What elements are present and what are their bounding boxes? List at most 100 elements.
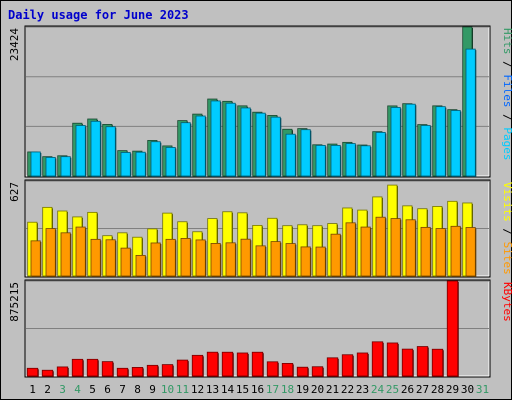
panel-legend: KBytes — [501, 282, 512, 322]
bar-kbytes-day-11 — [176, 359, 189, 377]
bar-sites-day-24 — [375, 216, 386, 277]
bar-sites-day-14 — [225, 242, 236, 277]
legend-entry: / — [501, 222, 512, 242]
bar-files-day-22 — [345, 143, 356, 177]
bar-kbytes-day-14 — [221, 351, 234, 377]
bar-kbytes-day-21 — [326, 357, 339, 377]
bar-sites-day-2 — [45, 228, 56, 277]
bar-files-day-3 — [60, 156, 71, 177]
legend-entry: Sites — [501, 242, 512, 275]
day-label: 27 — [416, 383, 429, 396]
bar-files-day-23 — [360, 145, 371, 177]
day-label: 26 — [401, 383, 414, 396]
day-label: 12 — [191, 383, 204, 396]
bar-sites-day-9 — [150, 242, 161, 277]
panel-legend: Hits / Files / Pages — [501, 28, 512, 161]
legend-entry: Files — [501, 74, 512, 107]
bar-files-day-14 — [225, 102, 236, 177]
bar-kbytes-day-23 — [356, 352, 369, 377]
day-label: 16 — [251, 383, 264, 396]
bar-sites-day-12 — [195, 239, 206, 277]
bar-files-day-15 — [240, 107, 251, 177]
day-label: 1 — [29, 383, 36, 396]
day-label: 14 — [221, 383, 235, 396]
bar-sites-day-25 — [390, 218, 401, 277]
bar-files-day-24 — [375, 132, 386, 177]
day-label: 25 — [386, 383, 399, 396]
day-label: 30 — [461, 383, 474, 396]
bar-sites-day-7 — [120, 247, 131, 277]
bar-kbytes-day-18 — [281, 362, 294, 377]
panel-visits-sites: 627 Visits / Sites — [8, 179, 512, 278]
bar-files-day-12 — [195, 115, 206, 177]
bar-kbytes-day-7 — [116, 367, 129, 377]
day-axis: 1 2 3 4 5 6 7 8 9 10 11 12 13 14 15 16 17 18 19 20 21 22 23 24 2… — [29, 383, 489, 396]
bar-sites-day-28 — [435, 228, 446, 277]
bar-files-day-21 — [330, 145, 341, 177]
bar-kbytes-day-1 — [26, 367, 39, 377]
bar-kbytes-day-4 — [71, 358, 84, 377]
bar-sites-day-26 — [405, 219, 416, 277]
bar-kbytes-day-19 — [296, 366, 309, 377]
chart-panels: 23424 Hits / Files / Pages 627 Visits / Sit… — [8, 25, 512, 378]
bar-sites-day-1 — [30, 240, 41, 277]
bar-files-day-1 — [30, 151, 41, 177]
bar-sites-day-10 — [165, 238, 176, 277]
bar-files-day-20 — [315, 145, 326, 177]
bar-files-day-6 — [105, 126, 116, 177]
panel-kbytes: 875215 KBytes — [8, 279, 512, 378]
bar-sites-day-18 — [285, 243, 296, 277]
bar-kbytes-day-28 — [431, 348, 444, 377]
day-label: 7 — [119, 383, 126, 396]
day-label: 22 — [341, 383, 354, 396]
bar-sites-day-19 — [300, 246, 311, 277]
bar-kbytes-day-20 — [311, 366, 324, 377]
bar-files-day-26 — [405, 103, 416, 177]
bar-kbytes-day-17 — [266, 361, 279, 377]
bar-sites-day-16 — [255, 245, 266, 277]
bar-sites-day-23 — [360, 226, 371, 277]
bar-files-day-18 — [285, 133, 296, 177]
bar-sites-day-3 — [60, 232, 71, 277]
day-label: 19 — [296, 383, 309, 396]
bar-sites-day-5 — [90, 238, 101, 277]
day-label: 2 — [44, 383, 51, 396]
bar-sites-day-4 — [75, 226, 86, 277]
day-label: 4 — [74, 383, 81, 396]
bar-sites-day-17 — [270, 241, 281, 277]
day-label: 29 — [446, 383, 459, 396]
panel-max-label: 23424 — [8, 28, 21, 61]
day-label: 8 — [134, 383, 141, 396]
bar-files-day-30 — [465, 48, 476, 177]
bar-files-day-7 — [120, 152, 131, 177]
bar-sites-day-30 — [465, 227, 476, 277]
bar-files-day-29 — [450, 110, 461, 177]
bar-sites-day-20 — [315, 246, 326, 277]
legend-entry: / — [501, 108, 512, 128]
bar-kbytes-day-16 — [251, 351, 264, 377]
panel-max-label: 627 — [8, 182, 21, 202]
bar-sites-day-29 — [450, 225, 461, 277]
day-label: 23 — [356, 383, 369, 396]
bar-sites-day-21 — [330, 233, 341, 277]
legend-entry: Hits — [501, 28, 512, 55]
bar-kbytes-day-24 — [371, 341, 384, 377]
bar-sites-day-11 — [180, 238, 191, 277]
day-label: 10 — [161, 383, 174, 396]
bar-files-day-5 — [90, 120, 101, 177]
bar-files-day-2 — [45, 157, 56, 177]
day-label: 6 — [104, 383, 111, 396]
bar-kbytes-day-8 — [131, 367, 144, 377]
day-label: 9 — [149, 383, 156, 396]
bar-kbytes-day-12 — [191, 354, 204, 377]
bar-kbytes-day-5 — [86, 358, 99, 377]
day-label: 5 — [89, 383, 96, 396]
day-label: 24 — [371, 383, 385, 396]
day-label: 21 — [326, 383, 339, 396]
day-label: 3 — [59, 383, 66, 396]
panel-max-label: 875215 — [8, 282, 21, 322]
chart-title: Daily usage for June 2023 — [8, 8, 189, 22]
day-label: 17 — [266, 383, 279, 396]
